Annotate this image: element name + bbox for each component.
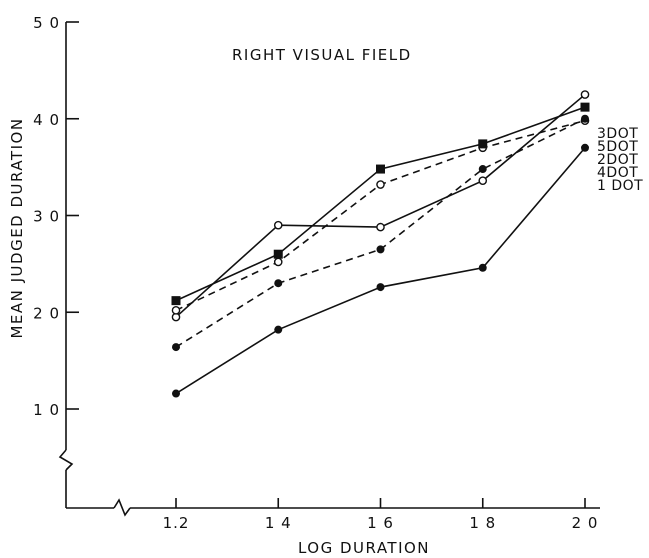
data-point-1-dot [581,143,589,152]
y-tick-label: 1 0 [33,401,60,419]
data-point-1-dot [376,283,385,292]
y-axis-label: MEAN JUDGED DURATION [8,117,26,338]
legend-label: 3DOT [597,126,638,142]
x-tick-label: 1 4 [265,514,292,532]
series-line-5-dot [175,119,586,312]
y-tick-label: 4 0 [33,111,60,129]
x-tick-label: 1 8 [469,514,496,532]
x-axis-label: LOG DURATION [298,539,430,557]
y-axis-break [58,449,74,471]
data-point-4-dot [172,343,180,352]
data-point-4-dot [376,245,385,254]
x-axis-break [113,498,131,517]
data-point-5-dot [171,306,181,315]
x-tick-label: 1 6 [367,514,394,532]
series-lines-group [175,93,586,395]
data-point-4-dot [478,165,487,174]
legend-label: 2DOT [597,152,638,168]
legend-label: 5DOT [597,139,638,155]
data-point-3-dot [273,220,283,230]
data-point-5-dot [273,257,283,267]
legend-label: 4DOT [597,165,638,181]
ticks-group: 1 0 2 0 3 0 4 0 5 0 1.2 1 4 1 6 1 8 2 0 [33,14,599,532]
data-point-3-dot [376,222,385,232]
data-point-1-dot [478,263,487,272]
data-point-4-dot [274,279,283,288]
chart-title: RIGHT VISUAL FIELD [232,46,412,64]
data-point-1-dot [274,325,283,334]
data-point-3-dot [580,90,590,99]
y-tick-label: 2 0 [33,304,60,322]
x-tick-label: 1.2 [163,514,190,532]
series-line-2-dot [175,106,586,302]
data-point-4-dot [581,114,589,123]
x-tick-label: 2 0 [572,514,599,532]
data-point-2-dot [478,139,488,149]
data-point-2-dot [171,296,181,306]
data-point-5-dot [376,180,385,189]
y-tick-label: 5 0 [33,14,60,32]
data-point-3-dot [478,176,488,185]
legend-label: 1 DOT [597,178,643,194]
data-point-1-dot [172,389,180,398]
y-tick-label: 3 0 [33,208,60,226]
data-point-2-dot [376,164,385,174]
series-line-4-dot [175,118,586,348]
markers-group [171,90,590,398]
data-point-2-dot [580,102,590,112]
data-point-2-dot [273,249,283,259]
